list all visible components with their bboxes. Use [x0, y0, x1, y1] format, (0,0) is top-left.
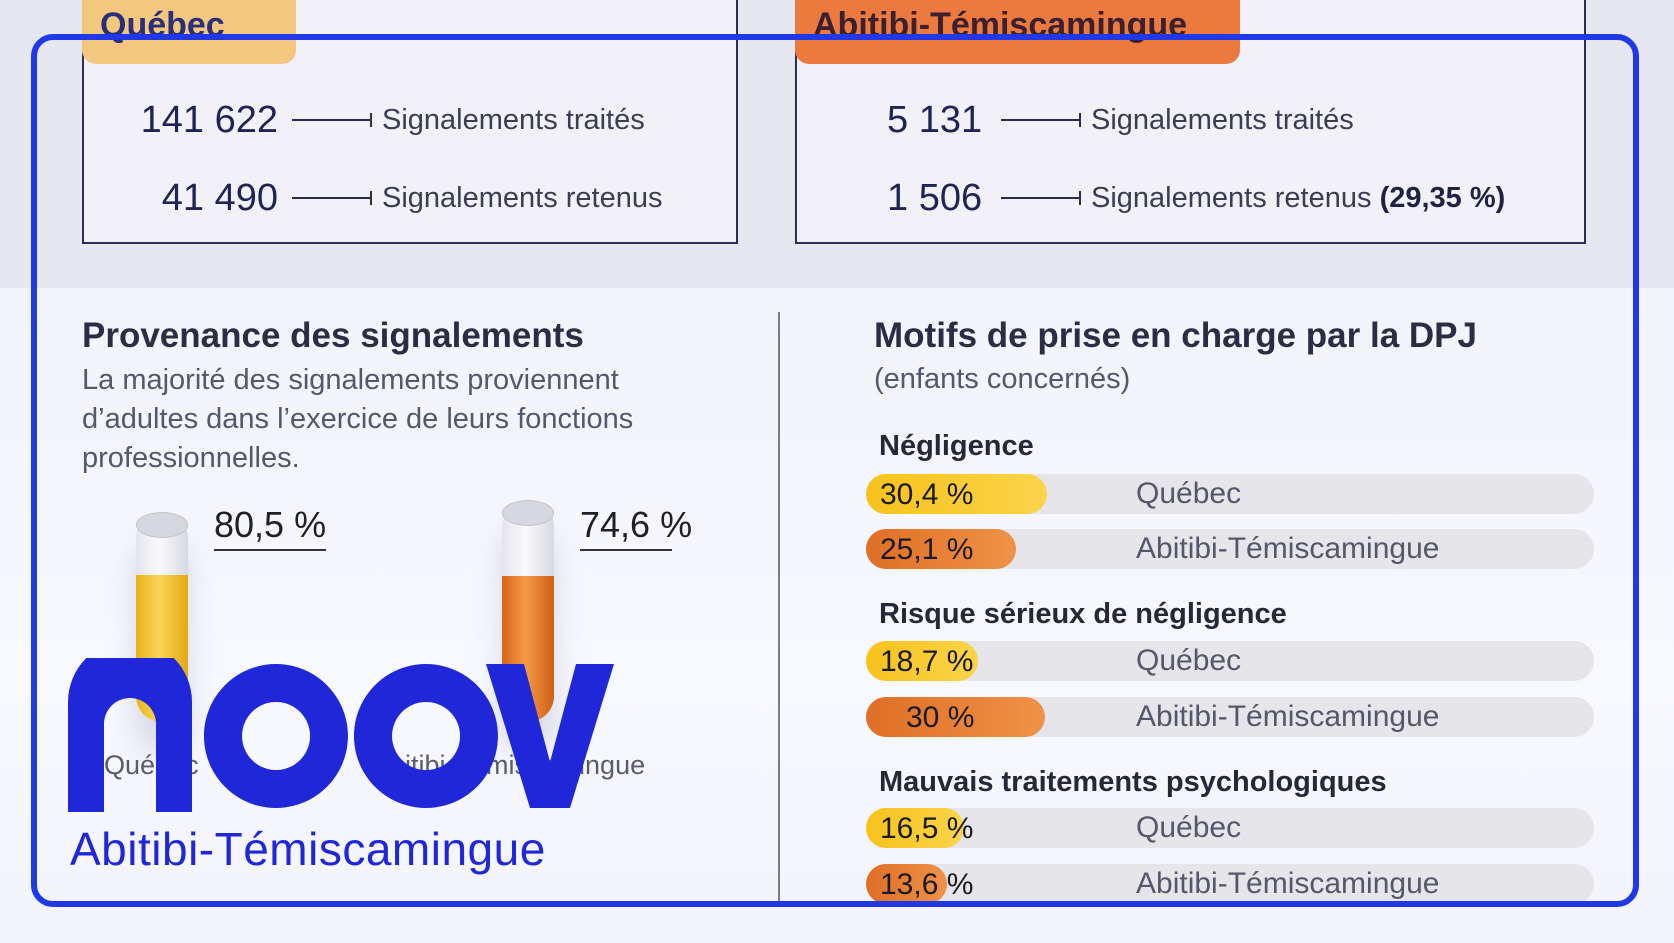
abitibi-treated-value: 5 131 [887, 98, 983, 141]
abitibi-stats-box: Abitibi-Témiscamingue 5 131 Signalements… [795, 0, 1586, 244]
provenance-line: professionnelles. [82, 442, 300, 474]
leader-line [292, 191, 372, 205]
motif-category-label: Risque sérieux de négligence [879, 598, 1287, 630]
motifs-subtitle: (enfants concernés) [874, 363, 1131, 395]
motif-bar-row: 18,7 % Québec [866, 641, 1594, 681]
abitibi-treated-label: Signalements traités [1091, 103, 1354, 136]
motif-category-label: Négligence [879, 430, 1034, 462]
quebec-treated-label: Signalements traités [382, 103, 645, 136]
motif-bar-region: Abitibi-Témiscamingue [1136, 700, 1440, 733]
quebec-retained-row: 41 490 Signalements retenus [84, 176, 663, 220]
abitibi-retained-value: 1 506 [887, 176, 983, 219]
leader-line [292, 113, 372, 127]
leader-line [1001, 191, 1081, 205]
quebec-tube-pct: 80,5 % [214, 504, 327, 545]
motif-bar-region: Québec [1136, 811, 1242, 844]
motif-bar-fill [866, 474, 1047, 514]
abitibi-treated-row: 5 131 Signalements traités [797, 98, 1354, 142]
leader-line [1001, 113, 1081, 127]
abitibi-retained-row: 1 506 Signalements retenus (29,35 %) [797, 176, 1505, 220]
motif-bar-region: Québec [1136, 644, 1242, 677]
abitibi-tube-pct: 74,6 % [580, 504, 693, 545]
noovo-logo-letters [68, 658, 614, 812]
section-divider [778, 312, 780, 902]
motif-bar-row: 30,4 % Québec [866, 474, 1594, 514]
motif-bar-fill [866, 864, 947, 904]
motif-bar-value: 18,7 % [880, 645, 974, 678]
motif-bar-region: Québec [1136, 477, 1242, 510]
quebec-retained-value: 41 490 [161, 176, 278, 219]
tube-leader-line [214, 549, 326, 551]
noovo-logo [68, 658, 614, 812]
motif-bar-row: 30 % Abitibi-Témiscamingue [866, 697, 1594, 737]
quebec-treated-value: 141 622 [140, 98, 278, 141]
tube-cap [502, 500, 554, 526]
motif-bar-fill [866, 529, 1016, 569]
abitibi-retained-text: Signalements retenus [1091, 181, 1372, 214]
tube-cap [136, 512, 188, 538]
provenance-line: d’adultes dans l’exercice de leurs fonct… [82, 403, 634, 435]
motif-bar-value: 13,6 % [880, 868, 974, 901]
motif-bar-value: 30 % [906, 701, 975, 734]
motif-bar-fill [866, 641, 978, 681]
provenance-description: La majorité des signalements proviennent… [82, 361, 633, 478]
motif-bar-value: 25,1 % [880, 533, 974, 566]
motifs-title: Motifs de prise en charge par la DPJ [874, 316, 1477, 355]
provenance-line: La majorité des signalements proviennent [82, 364, 619, 396]
quebec-retained-label: Signalements retenus [382, 181, 663, 214]
motif-bar-value: 30,4 % [880, 478, 974, 511]
abitibi-retained-pct: (29,35 %) [1379, 181, 1506, 214]
motif-bar-region: Abitibi-Témiscamingue [1136, 532, 1440, 565]
motif-bar-fill [866, 808, 964, 848]
tube-leader-line [580, 549, 672, 551]
abitibi-retained-label: Signalements retenus (29,35 %) [1091, 182, 1505, 215]
quebec-treated-row: 141 622 Signalements traités [84, 98, 645, 142]
motif-bar-value: 16,5 % [880, 812, 974, 845]
motif-bar-row: 25,1 % Abitibi-Témiscamingue [866, 529, 1594, 569]
motif-bar-row: 16,5 % Québec [866, 808, 1594, 848]
motif-bar-fill [866, 697, 1045, 737]
motif-bar-row: 13,6 % Abitibi-Témiscamingue [866, 864, 1594, 904]
motif-category-label: Mauvais traitements psychologiques [879, 766, 1387, 798]
motif-bar-region: Abitibi-Témiscamingue [1136, 867, 1440, 900]
provenance-title: Provenance des signalements [82, 316, 584, 355]
broadcast-frame [31, 34, 1639, 907]
noovo-logo-subtitle: Abitibi-Témiscamingue [70, 823, 546, 875]
